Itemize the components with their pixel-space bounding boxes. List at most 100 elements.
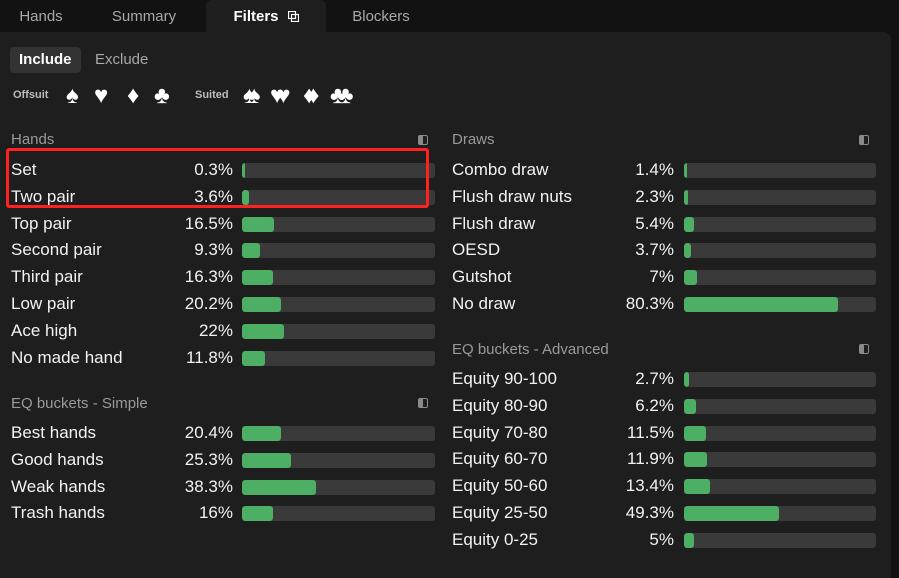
row-bar-fill	[242, 297, 281, 312]
tab-hands[interactable]: Hands	[19, 8, 63, 25]
tab-blockers[interactable]: Blockers	[352, 8, 410, 25]
row-bar-track	[684, 398, 876, 414]
row-percent: 2.3%	[635, 186, 674, 206]
row-percent: 0.3%	[194, 160, 233, 179]
row-label: Weak hands	[11, 476, 106, 496]
row-bar-fill	[684, 243, 692, 259]
filter-row[interactable]: Equity 80-90 6.2%	[452, 393, 876, 419]
row-label: Flush draw nuts	[452, 186, 572, 206]
include-toggle[interactable]: Include	[10, 47, 81, 73]
draws-collapse-icon[interactable]	[859, 135, 869, 145]
row-bar-track	[242, 426, 435, 441]
filter-row[interactable]: Trash hands 16%	[11, 500, 435, 526]
row-bar-track	[242, 479, 435, 495]
row-percent: 3.6%	[194, 186, 233, 206]
row-label: Best hands	[11, 423, 97, 442]
filter-row[interactable]: Set 0.3%	[11, 157, 435, 183]
eq-simple-collapse-icon[interactable]	[418, 398, 428, 408]
row-percent: 6.2%	[635, 395, 674, 415]
filter-row[interactable]: Flush draw nuts 2.3%	[452, 184, 876, 210]
row-bar-fill	[684, 398, 696, 414]
filter-row[interactable]: Third pair 16.3%	[11, 264, 435, 290]
row-bar-track	[684, 479, 876, 495]
eq-simple-section-title: EQ buckets - Simple	[11, 395, 148, 412]
offsuit-diamond-icon[interactable]: ♦	[127, 82, 140, 109]
filter-row[interactable]: Low pair 20.2%	[11, 291, 435, 317]
filter-row[interactable]: Equity 70-80 11.5%	[452, 420, 876, 446]
row-bar-track	[684, 270, 876, 286]
row-percent: 1.4%	[635, 160, 674, 179]
row-bar-fill	[242, 216, 274, 232]
row-bar-track	[684, 243, 876, 259]
row-label: No draw	[452, 294, 516, 313]
eq-advanced-section-title: EQ buckets - Advanced	[452, 341, 609, 358]
filter-row[interactable]: Equity 50-60 13.4%	[452, 473, 876, 499]
filter-row[interactable]: Combo draw 1.4%	[452, 157, 876, 183]
row-percent: 3.7%	[635, 240, 674, 260]
row-percent: 11.9%	[627, 449, 674, 469]
filter-row[interactable]: Equity 0-25 5%	[452, 527, 876, 553]
offsuit-club-icon[interactable]: ♣	[154, 82, 170, 109]
row-bar-track	[684, 216, 876, 232]
hands-collapse-icon[interactable]	[418, 135, 428, 145]
offsuit-heart-icon[interactable]: ♥	[94, 82, 109, 109]
row-bar-fill	[242, 189, 249, 205]
filter-row[interactable]: No made hand 11.8%	[11, 345, 435, 371]
row-label: OESD	[452, 240, 501, 260]
filter-row[interactable]: Flush draw 5.4%	[452, 211, 876, 237]
tab-filters[interactable]: Filters	[206, 0, 326, 32]
row-percent: 5%	[649, 529, 674, 549]
row-bar-track	[242, 216, 435, 232]
row-percent: 13.4%	[625, 476, 674, 496]
row-bar-fill	[684, 452, 707, 468]
eq-advanced-collapse-icon[interactable]	[859, 344, 869, 354]
row-bar-track	[242, 270, 435, 286]
row-percent: 16.3%	[184, 267, 233, 287]
row-bar-fill	[684, 270, 698, 286]
filter-row[interactable]: Good hands 25.3%	[11, 447, 435, 473]
row-label: Equity 70-80	[452, 422, 548, 442]
suited-heart-icon[interactable]: ♥♥	[270, 82, 290, 109]
filter-row[interactable]: OESD 3.7%	[452, 237, 876, 263]
filter-row[interactable]: Equity 60-70 11.9%	[452, 446, 876, 472]
filter-row[interactable]: Top pair 16.5%	[11, 211, 435, 237]
filter-row[interactable]: Two pair 3.6%	[11, 184, 435, 210]
row-label: Equity 60-70	[452, 449, 548, 469]
exclude-toggle[interactable]: Exclude	[95, 51, 149, 68]
filter-row[interactable]: Equity 90-100 2.7%	[452, 366, 876, 392]
row-percent: 49.3%	[625, 503, 674, 522]
row-bar-fill	[242, 350, 265, 366]
row-bar-track	[684, 163, 876, 178]
tab-filters-label: Filters	[233, 8, 279, 25]
row-bar-fill	[684, 479, 710, 495]
row-bar-fill	[242, 479, 316, 495]
row-percent: 2.7%	[635, 369, 674, 388]
suited-club-icon[interactable]: ♣♣	[330, 82, 353, 109]
row-bar-track	[242, 297, 435, 312]
row-percent: 16.5%	[184, 213, 233, 233]
tab-summary[interactable]: Summary	[111, 8, 177, 25]
filter-row[interactable]: Second pair 9.3%	[11, 237, 435, 263]
row-bar-fill	[242, 243, 260, 259]
suited-spade-icon[interactable]: ♠♠	[243, 82, 260, 109]
filter-row[interactable]: Gutshot 7%	[452, 264, 876, 290]
row-bar-track	[242, 350, 435, 366]
suited-diamond-icon[interactable]: ♦♦	[303, 82, 319, 109]
row-label: Third pair	[11, 267, 83, 287]
offsuit-label: Offsuit	[13, 89, 49, 101]
filter-row[interactable]: Ace high 22%	[11, 318, 435, 344]
row-percent: 7%	[649, 267, 674, 287]
row-bar-fill	[684, 216, 695, 232]
filter-row[interactable]: Equity 25-50 49.3%	[452, 500, 876, 526]
row-bar-track	[684, 452, 876, 468]
filter-row[interactable]: No draw 80.3%	[452, 291, 876, 317]
filter-row[interactable]: Weak hands 38.3%	[11, 474, 435, 500]
copy-icon[interactable]	[287, 11, 299, 22]
row-bar-track	[684, 425, 876, 441]
filter-row[interactable]: Best hands 20.4%	[11, 420, 435, 446]
row-percent: 5.4%	[635, 213, 674, 233]
offsuit-spade-icon[interactable]: ♠	[66, 82, 79, 109]
row-bar-track	[684, 189, 876, 205]
row-bar-track	[242, 243, 435, 259]
row-bar-fill	[242, 163, 245, 178]
